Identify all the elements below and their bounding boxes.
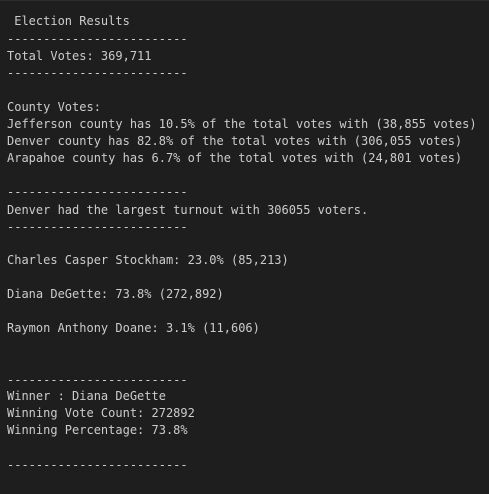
separator-line: ------------------------- [7, 66, 188, 80]
county-votes-header: County Votes: [7, 100, 101, 114]
total-votes: Total Votes: 369,711 [7, 49, 152, 63]
separator-line: ------------------------- [7, 458, 188, 472]
candidate-line-doane: Raymon Anthony Doane: 3.1% (11,606) [7, 321, 260, 335]
results-title: Election Results [7, 14, 130, 28]
separator-line: ------------------------- [7, 220, 188, 234]
winning-vote-count: Winning Vote Count: 272892 [7, 406, 195, 420]
county-line-denver: Denver county has 82.8% of the total vot… [7, 134, 463, 148]
largest-turnout: Denver had the largest turnout with 3060… [7, 203, 369, 217]
separator-line: ------------------------- [7, 185, 188, 199]
candidate-line-stockham: Charles Casper Stockham: 23.0% (85,213) [7, 253, 289, 267]
county-line-jefferson: Jefferson county has 10.5% of the total … [7, 117, 477, 131]
separator-line: ------------------------- [7, 373, 188, 387]
winning-percentage: Winning Percentage: 73.8% [7, 423, 188, 437]
separator-line: ------------------------- [7, 32, 188, 46]
candidate-line-degette: Diana DeGette: 73.8% (272,892) [7, 287, 224, 301]
winner-name: Winner : Diana DeGette [7, 389, 166, 403]
county-line-arapahoe: Arapahoe county has 6.7% of the total vo… [7, 151, 463, 165]
